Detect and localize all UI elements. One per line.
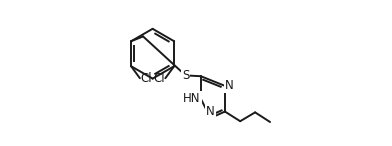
Text: HN: HN <box>183 92 201 105</box>
Text: N: N <box>206 105 215 118</box>
Text: N: N <box>225 79 234 92</box>
Text: Cl: Cl <box>153 72 165 85</box>
Text: S: S <box>182 69 189 82</box>
Text: Cl: Cl <box>141 72 152 85</box>
